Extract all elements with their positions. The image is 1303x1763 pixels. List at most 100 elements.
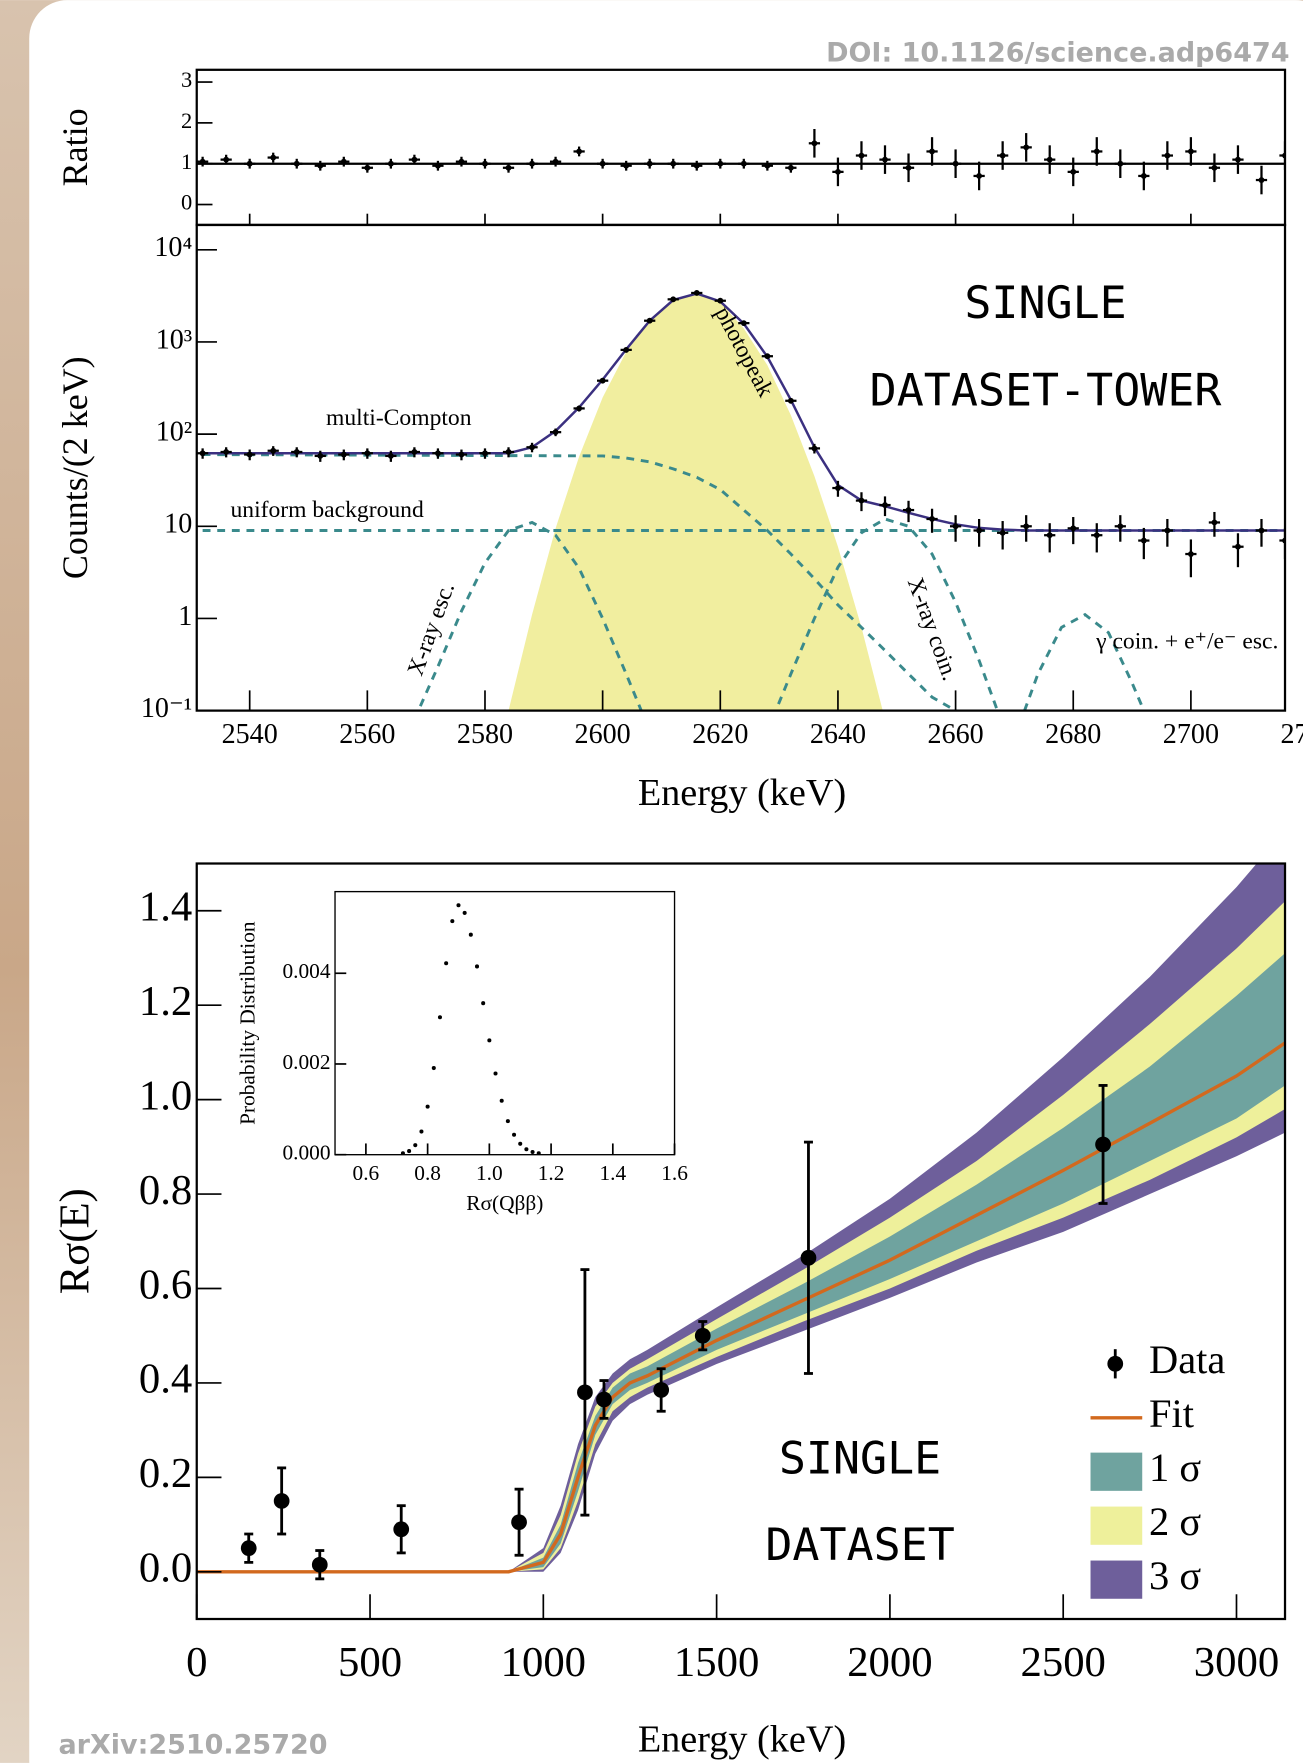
data-point <box>646 317 653 324</box>
data-point <box>407 1149 412 1154</box>
data-point <box>435 450 441 457</box>
y-tick-label: 0.002 <box>282 1050 330 1074</box>
chart: 0.000 0.002 0.004 0.6 0.8 1.0 1.2 1.4 1.6 Probabi… <box>235 890 688 1215</box>
data-point <box>811 140 818 147</box>
data-point <box>976 527 983 534</box>
x-axis-label: Energy (keV) <box>638 1718 846 1760</box>
data-point <box>499 1098 504 1103</box>
data-point <box>481 1001 486 1006</box>
plot-area <box>196 863 1286 1581</box>
data-point <box>670 296 677 303</box>
data-point <box>999 529 1006 536</box>
y-tick-label: 1.2 <box>139 978 192 1025</box>
data-point <box>929 516 935 522</box>
data-point <box>468 932 473 937</box>
data-point <box>1093 532 1100 539</box>
data-point <box>1023 523 1030 530</box>
data-point <box>529 444 535 451</box>
data-point <box>1070 525 1077 532</box>
data-point <box>413 1143 418 1148</box>
data-point <box>199 450 206 457</box>
line <box>416 520 643 711</box>
data-point <box>1095 1136 1111 1153</box>
data-point <box>456 903 461 908</box>
data-point <box>835 168 841 175</box>
y-tick-label: 1.4 <box>139 884 192 931</box>
data-point <box>577 1384 593 1401</box>
data-point <box>576 148 583 155</box>
data-point <box>999 152 1006 159</box>
data-point <box>246 451 253 458</box>
data-point <box>1046 156 1053 163</box>
y-tick-label: 2 <box>181 108 192 133</box>
data-point <box>400 1151 405 1155</box>
legend-label: 1 σ <box>1149 1445 1201 1490</box>
data-point <box>1187 551 1194 557</box>
data-point <box>512 1132 517 1137</box>
data-point <box>411 449 418 455</box>
data-point <box>1093 148 1100 155</box>
y-tick-label: 0.4 <box>139 1356 192 1403</box>
data-point <box>511 1514 527 1531</box>
data-point <box>505 449 512 455</box>
x-tick-label: 0 <box>186 1639 207 1686</box>
data-point <box>1164 527 1171 534</box>
y-tick-label: 0.0 <box>139 1545 192 1592</box>
line <box>196 1041 1286 1574</box>
x-tick-label: 2600 <box>575 719 631 750</box>
y-tick-label: 0 <box>181 190 192 215</box>
data-point <box>293 449 300 455</box>
data-point <box>474 964 480 969</box>
data-point <box>787 397 794 404</box>
data-point <box>1140 537 1147 544</box>
data-point <box>317 452 324 459</box>
data-point <box>240 1540 257 1557</box>
legend-label: 3 σ <box>1149 1553 1201 1598</box>
annotation: SINGLE <box>964 276 1126 329</box>
y-tick-label: 0.8 <box>139 1167 192 1214</box>
data-point <box>858 497 865 504</box>
data-point <box>596 1391 612 1408</box>
data-point <box>976 173 983 179</box>
data-point <box>905 164 912 171</box>
data-point <box>1117 523 1124 530</box>
data-point <box>858 152 865 159</box>
chart: 0.0 0.2 0.4 0.6 0.8 1.0 1.2 1.4 0 500 1000 1500 2000… <box>51 862 1287 1760</box>
data-point <box>387 452 394 459</box>
arxiv: arXiv:2510.25720 <box>58 1730 327 1761</box>
data-point <box>487 1038 492 1043</box>
data-point <box>458 451 465 458</box>
x-tick-label: 2640 <box>810 719 866 750</box>
x-tick-label: 1.4 <box>599 1161 626 1185</box>
y-tick-label: 10² <box>156 417 193 448</box>
data-point <box>505 164 512 171</box>
annotation: SINGLE <box>779 1432 941 1485</box>
data-point <box>1140 173 1147 179</box>
y-tick-label: 1 <box>181 149 192 174</box>
data-point <box>835 485 841 491</box>
y-tick-label: 1.0 <box>139 1072 192 1119</box>
axes-frame <box>195 223 1287 712</box>
y-tick-label: 0.000 <box>282 1141 330 1165</box>
data-point <box>437 1015 442 1020</box>
y-tick-label: 0.004 <box>282 959 330 983</box>
y-tick-label: 0.2 <box>139 1450 192 1497</box>
data-point <box>450 919 455 924</box>
legend-label: Data <box>1149 1337 1225 1382</box>
data-point <box>1187 148 1194 155</box>
x-tick-label: 1500 <box>674 1639 759 1686</box>
data-point <box>536 1151 541 1155</box>
data-point <box>223 156 230 163</box>
data-point <box>1211 519 1218 526</box>
data-point <box>653 1382 670 1398</box>
data-point <box>311 1556 328 1573</box>
data-point <box>1070 168 1077 175</box>
line <box>1022 612 1146 711</box>
data-point <box>552 429 559 436</box>
data-point <box>364 450 371 457</box>
annotation: DATASET-TOWER <box>870 364 1223 417</box>
data-point <box>1023 144 1030 151</box>
line <box>202 453 960 711</box>
